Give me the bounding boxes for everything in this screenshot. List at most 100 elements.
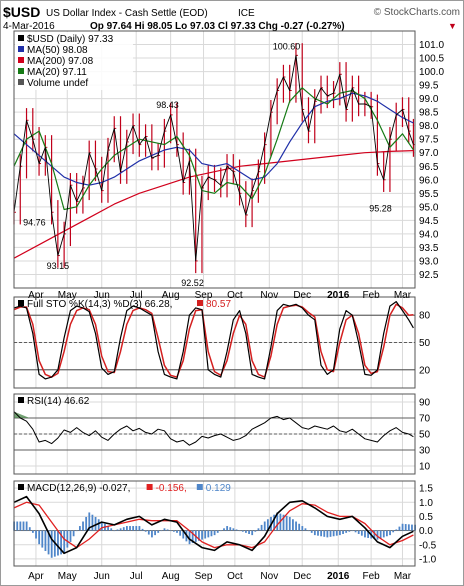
panel-border: [13, 30, 416, 289]
legend-background: [15, 32, 133, 90]
macd-histogram-bar: [260, 524, 263, 531]
macd-histogram-bar: [266, 519, 269, 531]
legend-swatch: [18, 46, 24, 52]
y-tick-label: 101.0: [419, 40, 444, 51]
macd-histogram-bar: [386, 530, 388, 537]
legend-label: 80.57: [206, 299, 231, 310]
macd-histogram-bar: [110, 528, 113, 531]
price-annotation: 92.52: [181, 278, 204, 288]
x-tick-label: 2016: [327, 290, 350, 301]
macd-histogram-bar: [335, 530, 338, 536]
macd-histogram-bar: [19, 521, 22, 531]
x-tick-label: Aug: [162, 571, 180, 582]
macd-histogram-bar: [141, 528, 144, 531]
macd-histogram-bar: [85, 516, 88, 531]
macd-histogram-bar: [263, 521, 266, 531]
x-tick-label: Apr: [28, 571, 44, 582]
macd-histogram-bar: [216, 530, 219, 533]
y-tick-label: 95.5: [419, 189, 439, 200]
legend-label: 0.129: [206, 483, 231, 494]
macd-histogram-bar: [157, 530, 160, 533]
x-tick-label: Feb: [363, 571, 381, 582]
macd-histogram-bar: [304, 528, 307, 531]
y-tick-label: -1.0: [419, 554, 437, 565]
macd-histogram-bar: [307, 530, 310, 532]
x-tick-label: Oct: [227, 571, 243, 582]
legend-swatch: [18, 484, 24, 490]
panel-border: [13, 393, 416, 475]
panel-border: [13, 480, 416, 567]
macd-histogram-bar: [31, 530, 34, 533]
x-tick-label: Aug: [162, 290, 180, 301]
y-tick-label: 98.0: [419, 121, 439, 132]
instrument-name: US Dollar Index - Cash Settle (EOD): [46, 8, 208, 19]
macd-histogram-bar: [78, 526, 81, 531]
macd-histogram-bar: [295, 521, 297, 531]
macd-histogram-bar: [292, 519, 294, 531]
macd-histogram-bar: [35, 530, 37, 539]
macd-histogram-bar: [376, 530, 379, 540]
y-tick-label: 94.0: [419, 229, 439, 240]
x-tick-label: Sep: [195, 290, 213, 301]
macd-histogram-bar: [288, 516, 291, 531]
macd-histogram-bar: [201, 530, 203, 540]
x-tick-label: Jul: [130, 290, 143, 301]
legend-swatch: [196, 484, 203, 490]
exchange-label: ICE: [238, 8, 255, 19]
y-tick-label: 70: [419, 414, 431, 425]
y-tick-label: 96.5: [419, 162, 439, 173]
symbol-title: $USD: [3, 4, 40, 20]
x-tick-label: Sep: [195, 571, 213, 582]
y-tick-label: 96.0: [419, 175, 439, 186]
quote-date: 4-Mar-2016: [3, 21, 55, 32]
macd-histogram-bar: [257, 528, 260, 531]
macd-histogram-bar: [329, 530, 332, 537]
y-tick-label: 90: [419, 398, 431, 409]
y-tick-label: 99.5: [419, 81, 439, 92]
y-tick-label: 99.0: [419, 94, 439, 105]
y-tick-label: 30: [419, 446, 431, 457]
panel-background: [14, 481, 415, 566]
y-tick-label: 0.5: [419, 512, 433, 523]
macd-signal-line: [13, 501, 414, 549]
macd-histogram-bar: [22, 521, 25, 531]
price-annotation: 95.28: [369, 203, 392, 213]
macd-histogram-bar: [188, 530, 191, 545]
macd-histogram-bar: [367, 530, 370, 538]
macd-histogram-bar: [379, 530, 382, 539]
macd-histogram-bar: [401, 523, 404, 531]
macd-histogram-bar: [97, 519, 100, 531]
macd-histogram-bar: [50, 530, 53, 558]
rsi-line: [13, 411, 414, 446]
watermark: © StockCharts.com: [374, 7, 460, 18]
y-tick-label: -0.5: [419, 540, 437, 551]
macd-histogram-bar: [241, 530, 244, 532]
macd-histogram-bar: [25, 521, 28, 531]
macd-histogram-bar: [219, 530, 222, 532]
legend-label: Full STO %K(14,3) %D(3) 66.28,: [27, 299, 172, 310]
macd-line: [13, 495, 414, 555]
macd-histogram-bar: [113, 530, 116, 532]
legend-swatch: [18, 57, 24, 63]
macd-histogram-bar: [238, 530, 241, 532]
rsi-overbought-fill: [14, 411, 30, 418]
ma20-line: [13, 87, 414, 211]
macd-histogram-bar: [323, 530, 326, 537]
macd-histogram-bar: [285, 515, 288, 531]
y-tick-label: 50: [419, 338, 431, 349]
macd-histogram-bar: [41, 530, 44, 548]
x-tick-label: Nov: [260, 571, 278, 582]
legend-swatch: [18, 397, 24, 403]
legend-label: Volume undef: [27, 78, 88, 89]
y-tick-label: 0.0: [419, 526, 433, 537]
macd-histogram-bar: [135, 526, 138, 531]
macd-histogram-bar: [364, 530, 366, 538]
macd-histogram-bar: [411, 524, 413, 531]
macd-histogram-bar: [245, 530, 247, 533]
macd-histogram-bar: [191, 530, 194, 544]
x-tick-label: Jul: [130, 571, 143, 582]
macd-histogram-bar: [116, 529, 119, 531]
macd-histogram-bar: [345, 530, 348, 533]
legend-label: -0.156,: [156, 483, 187, 494]
